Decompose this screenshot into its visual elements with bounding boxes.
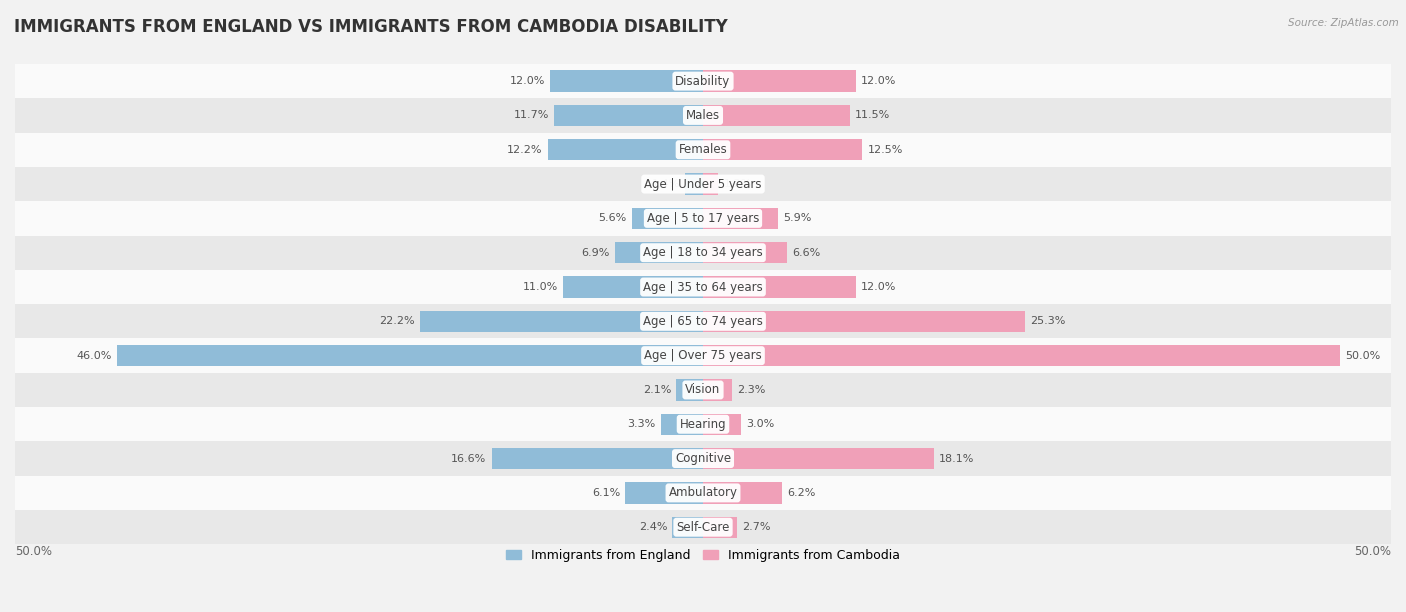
Legend: Immigrants from England, Immigrants from Cambodia: Immigrants from England, Immigrants from… [501, 544, 905, 567]
Bar [661, 414, 703, 435]
Bar [626, 482, 703, 504]
Bar [562, 277, 703, 297]
Text: Age | 35 to 64 years: Age | 35 to 64 years [643, 280, 763, 294]
Text: Hearing: Hearing [679, 418, 727, 431]
Bar [420, 311, 703, 332]
Bar [703, 345, 1340, 366]
Text: 2.4%: 2.4% [638, 522, 668, 532]
Text: Vision: Vision [685, 384, 721, 397]
Bar [703, 242, 787, 263]
Bar [492, 448, 703, 469]
Text: 12.0%: 12.0% [860, 76, 897, 86]
Text: 22.2%: 22.2% [380, 316, 415, 326]
Text: Source: ZipAtlas.com: Source: ZipAtlas.com [1288, 18, 1399, 28]
Bar [15, 373, 1391, 407]
Text: 12.0%: 12.0% [509, 76, 546, 86]
Bar [631, 207, 703, 229]
Bar [703, 207, 778, 229]
Bar [15, 510, 1391, 545]
Text: 16.6%: 16.6% [451, 453, 486, 463]
Bar [15, 270, 1391, 304]
Text: 6.9%: 6.9% [582, 248, 610, 258]
Text: 6.1%: 6.1% [592, 488, 620, 498]
Text: 50.0%: 50.0% [1354, 545, 1391, 558]
Text: 12.0%: 12.0% [860, 282, 897, 292]
Bar [547, 139, 703, 160]
Bar [117, 345, 703, 366]
Bar [15, 64, 1391, 99]
Text: Age | 5 to 17 years: Age | 5 to 17 years [647, 212, 759, 225]
Text: Disability: Disability [675, 75, 731, 88]
Text: 6.6%: 6.6% [792, 248, 821, 258]
Text: 2.3%: 2.3% [737, 385, 766, 395]
Text: 2.1%: 2.1% [643, 385, 671, 395]
Text: 18.1%: 18.1% [939, 453, 974, 463]
Text: Ambulatory: Ambulatory [668, 487, 738, 499]
Text: Self-Care: Self-Care [676, 521, 730, 534]
Bar [703, 277, 856, 297]
Text: 50.0%: 50.0% [15, 545, 52, 558]
Bar [672, 517, 703, 538]
Text: 1.2%: 1.2% [723, 179, 752, 189]
Bar [614, 242, 703, 263]
Text: 3.0%: 3.0% [747, 419, 775, 429]
Text: 3.3%: 3.3% [627, 419, 655, 429]
Bar [703, 517, 737, 538]
Text: Age | 18 to 34 years: Age | 18 to 34 years [643, 246, 763, 259]
Text: 1.4%: 1.4% [652, 179, 681, 189]
Bar [554, 105, 703, 126]
Text: 46.0%: 46.0% [76, 351, 112, 360]
Text: 11.0%: 11.0% [523, 282, 558, 292]
Bar [15, 236, 1391, 270]
Text: Age | 65 to 74 years: Age | 65 to 74 years [643, 315, 763, 328]
Bar [550, 70, 703, 92]
Bar [15, 338, 1391, 373]
Bar [703, 139, 862, 160]
Bar [15, 476, 1391, 510]
Text: 50.0%: 50.0% [1346, 351, 1381, 360]
Text: 25.3%: 25.3% [1031, 316, 1066, 326]
Bar [703, 173, 718, 195]
Text: 5.6%: 5.6% [599, 214, 627, 223]
Bar [15, 99, 1391, 133]
Bar [703, 311, 1025, 332]
Text: IMMIGRANTS FROM ENGLAND VS IMMIGRANTS FROM CAMBODIA DISABILITY: IMMIGRANTS FROM ENGLAND VS IMMIGRANTS FR… [14, 18, 728, 36]
Text: Age | Under 5 years: Age | Under 5 years [644, 177, 762, 190]
Text: Cognitive: Cognitive [675, 452, 731, 465]
Bar [676, 379, 703, 401]
Text: 6.2%: 6.2% [787, 488, 815, 498]
Bar [685, 173, 703, 195]
Bar [703, 70, 856, 92]
Text: Age | Over 75 years: Age | Over 75 years [644, 349, 762, 362]
Bar [15, 441, 1391, 476]
Bar [703, 448, 934, 469]
Text: 5.9%: 5.9% [783, 214, 811, 223]
Text: 12.2%: 12.2% [508, 145, 543, 155]
Bar [703, 379, 733, 401]
Text: 11.7%: 11.7% [513, 110, 548, 121]
Bar [15, 304, 1391, 338]
Text: 2.7%: 2.7% [742, 522, 770, 532]
Bar [703, 414, 741, 435]
Bar [15, 133, 1391, 167]
Text: 11.5%: 11.5% [855, 110, 890, 121]
Bar [15, 407, 1391, 441]
Text: 12.5%: 12.5% [868, 145, 903, 155]
Text: Males: Males [686, 109, 720, 122]
Bar [15, 167, 1391, 201]
Bar [703, 482, 782, 504]
Bar [15, 201, 1391, 236]
Text: Females: Females [679, 143, 727, 156]
Bar [703, 105, 849, 126]
